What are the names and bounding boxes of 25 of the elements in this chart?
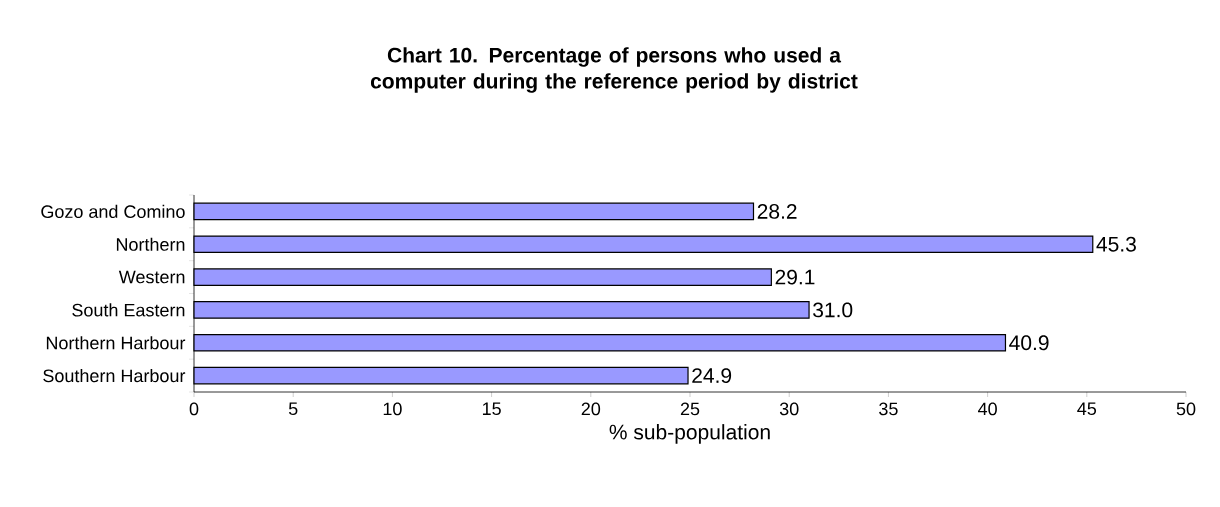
x-tick-label: 35 — [879, 402, 898, 416]
y-tick-label: Northern Harbour — [46, 336, 186, 350]
data-label: 31.0 — [813, 302, 853, 318]
y-tick-label: Northern — [116, 237, 185, 251]
x-tick-label: 0 — [189, 402, 199, 416]
data-label: 45.3 — [1096, 236, 1136, 252]
x-tick-label: 15 — [482, 402, 501, 416]
data-label: 40.9 — [1009, 335, 1049, 351]
data-label: 29.1 — [775, 269, 815, 285]
x-axis-title: % sub-population — [609, 424, 770, 444]
x-tick-label: 10 — [383, 402, 402, 416]
y-tick-label: South Eastern — [72, 303, 185, 317]
y-tick-label: Southern Harbour — [43, 368, 186, 383]
x-tick-label: 5 — [288, 402, 298, 416]
x-tick-label: 45 — [1077, 402, 1097, 416]
y-tick-label: Gozo and Comino — [41, 204, 185, 219]
chart-title: Chart 10. Percentage of persons who used a computer during the reference period by district — [370, 47, 858, 93]
x-tick-label: 20 — [581, 402, 601, 416]
x-tick-label: 30 — [779, 402, 799, 416]
data-label: 28.2 — [757, 203, 797, 219]
x-tick-label: 50 — [1176, 402, 1196, 416]
x-tick-label: 25 — [680, 402, 700, 416]
y-tick-label: Western — [118, 270, 185, 284]
x-tick-label: 40 — [978, 402, 997, 416]
data-label: 24.9 — [692, 368, 732, 384]
